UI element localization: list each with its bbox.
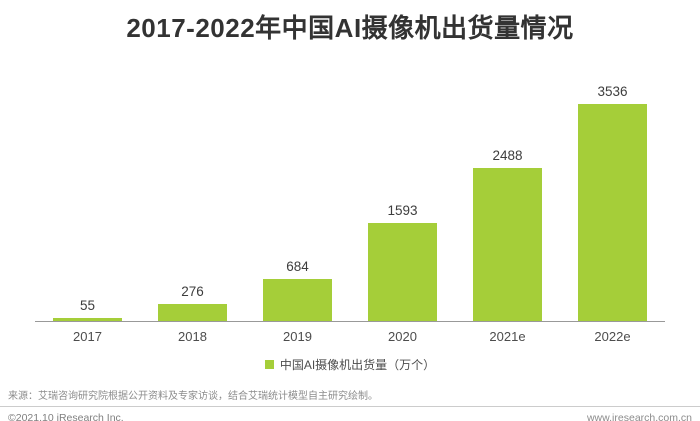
bar-value-label: 2488	[492, 148, 523, 163]
footer-divider	[0, 406, 700, 407]
bar-column: 276	[140, 284, 245, 321]
x-axis-tick-label: 2019	[283, 329, 312, 344]
bar-value-label: 684	[286, 259, 309, 274]
x-axis-tick-label: 2021e	[489, 329, 526, 344]
bar-column: 684	[245, 259, 350, 321]
bar-value-label: 276	[181, 284, 204, 299]
bar-column: 2488	[455, 148, 560, 321]
x-axis-tick-label: 2022e	[594, 329, 631, 344]
chart-title: 2017-2022年中国AI摄像机出货量情况	[126, 13, 574, 43]
bar-value-label: 3536	[597, 84, 628, 99]
bar-column: 1593	[350, 203, 455, 321]
bar	[368, 223, 437, 321]
bar-value-label: 1593	[387, 203, 418, 218]
legend-swatch-icon	[264, 360, 274, 369]
copyright-text: ©2021.10 iResearch Inc.	[8, 412, 124, 421]
bar-column: 55	[35, 298, 140, 321]
bar	[263, 279, 332, 321]
x-axis-tick-label: 2017	[73, 329, 102, 344]
bar-value-label: 55	[79, 298, 96, 313]
bar	[158, 304, 227, 321]
footer: ©2021.10 iResearch Inc. www.iresearch.co…	[0, 407, 700, 421]
bar	[578, 104, 647, 321]
x-axis-tick-label: 2020	[388, 329, 417, 344]
x-axis-labels: 2017 2018 2019 2020 2021e 2022e	[35, 322, 665, 344]
legend-label: 中国AI摄像机出货量（万个）	[279, 358, 436, 372]
bar	[473, 168, 542, 321]
legend: 中国AI摄像机出货量（万个）	[0, 356, 700, 373]
x-axis-tick-label: 2018	[178, 329, 207, 344]
bar-column: 3536	[560, 84, 665, 321]
plot-area: 55 276 684 1593 2488 3536	[35, 69, 665, 322]
source-note: 来源：艾瑞咨询研究院根据公开资料及专家访谈，结合艾瑞统计模型自主研究绘制。	[8, 391, 378, 402]
bar	[53, 318, 122, 321]
website-text: www.iresearch.com.cn	[586, 412, 692, 421]
